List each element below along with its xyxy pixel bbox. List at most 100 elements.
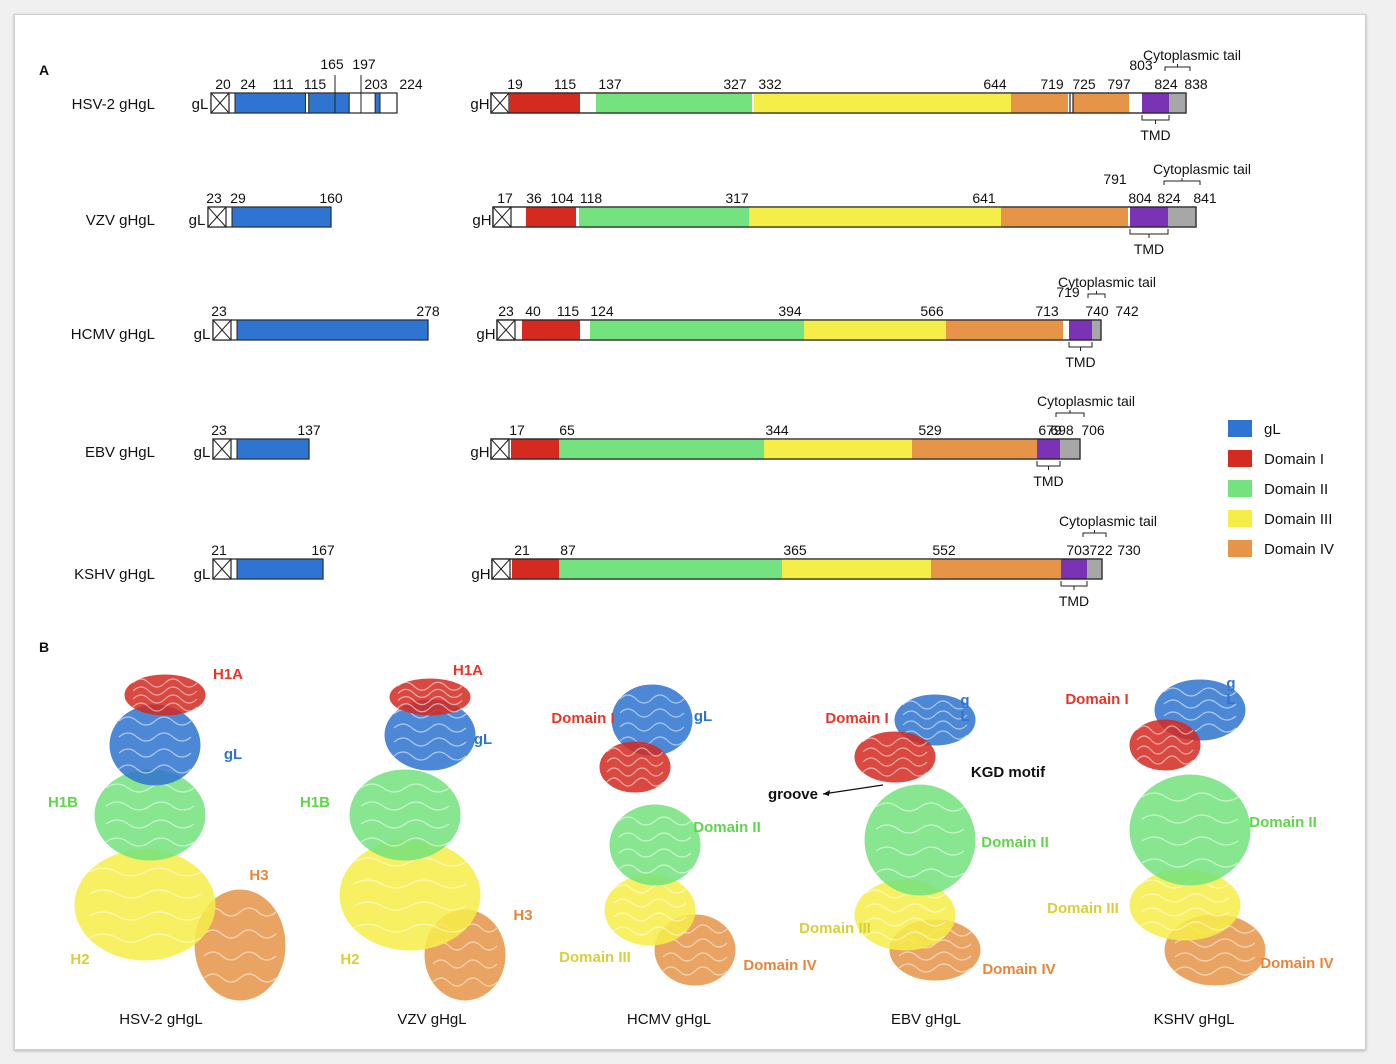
- domain-ii-structure: [864, 784, 976, 896]
- domain-iii-structure-ribbon: [88, 911, 202, 921]
- domain-iv-structure-ribbon: [662, 952, 728, 962]
- figure: A HSV-2 gHgL gL 20 24 111 115 165 197 203 224 gH 19 1…: [14, 14, 1366, 1050]
- gl-structure-label-g: g: [960, 692, 969, 709]
- structure-caption: HSV-2 gHgL: [119, 1011, 202, 1028]
- gl-label: gL: [192, 96, 209, 113]
- domain-iv-structure-ribbon: [203, 973, 277, 983]
- gl-residue-label: 167: [311, 542, 335, 558]
- domain-iii-structure-ribbon: [353, 923, 467, 933]
- legend-swatch: [1228, 420, 1252, 437]
- gh-residue-label: 87: [560, 542, 576, 558]
- signal-peptide-cross: [207, 206, 227, 228]
- gh-residue-label: 742: [1115, 303, 1139, 319]
- domain-i-structure-ribbon: [862, 737, 928, 747]
- domain-i-structure-body: [389, 678, 471, 716]
- domain-i-structure-ribbon: [862, 757, 928, 767]
- signal-peptide-cross: [212, 319, 232, 341]
- domain-i-label: Domain I: [551, 710, 614, 727]
- gl-structure-ribbon: [393, 751, 467, 761]
- domain-ii-structure-ribbon: [105, 783, 195, 793]
- domain-ii-structure-body: [1129, 774, 1251, 886]
- domain-i-structure-ribbon: [1136, 735, 1194, 745]
- cytoplasmic-tail-bracket: [1164, 64, 1191, 71]
- gh-domainIII-segment: [764, 439, 912, 459]
- structure-caption: KSHV gHgL: [1154, 1011, 1235, 1028]
- gl-structure-ribbon: [902, 720, 968, 730]
- gh-domainIII-segment: [782, 559, 931, 579]
- gh-residue-label: 40: [525, 303, 541, 319]
- domain-i-structure: [1129, 719, 1201, 771]
- domain-iii-structure-ribbon: [613, 884, 687, 894]
- gh-residue-label: 17: [509, 422, 525, 438]
- gh-residue-label: 36: [526, 190, 542, 206]
- row-name: HCMV gHgL: [71, 326, 155, 343]
- domain-iv-structure-ribbon: [203, 907, 277, 917]
- gl-structure-label: gL: [224, 746, 242, 763]
- gh-domainIV-segment: [1011, 93, 1068, 113]
- gh-residue-label: 344: [765, 422, 789, 438]
- domain-ii-structure-ribbon: [105, 801, 195, 811]
- cytoplasmic-tail-label: Cytoplasmic tail: [1153, 161, 1251, 177]
- gl-residue-label: 29: [230, 190, 246, 206]
- gh-tmd-segment: [1037, 439, 1060, 459]
- gl-structure-ribbon: [619, 736, 685, 746]
- gh-bar-outline: [491, 558, 1103, 580]
- gh-domainIII-segment: [749, 207, 1001, 227]
- gh-residue-label: 824: [1157, 190, 1181, 206]
- domain-iii-structure-ribbon: [353, 879, 467, 889]
- domain-iv-structure: [194, 889, 286, 1001]
- gl-residue-label: 137: [297, 422, 321, 438]
- legend-swatch: [1228, 450, 1252, 467]
- gh-residue-label: 19: [507, 76, 523, 92]
- gl-structure-ribbon: [619, 708, 685, 718]
- gh-domainII-segment: [559, 559, 782, 579]
- gh-residue-label: 841: [1193, 190, 1217, 206]
- domain-ii-label: Domain II: [693, 819, 761, 836]
- gh-residue-label: 124: [590, 303, 614, 319]
- gh-residue-label: 137: [598, 76, 622, 92]
- gh-domainII-segment: [579, 207, 749, 227]
- tmd-bracket: [1068, 342, 1093, 351]
- domain-iv-label: H3: [513, 907, 532, 924]
- domain-iv-structure-ribbon: [203, 929, 277, 939]
- gl-structure-label-g: g: [1226, 675, 1235, 692]
- domain-iii-structure-ribbon: [353, 901, 467, 911]
- gh-tail-segment: [1092, 320, 1101, 340]
- gl-residue-label: 21: [211, 542, 227, 558]
- gh-bar-outline: [492, 206, 1197, 228]
- gl-label: gL: [194, 326, 211, 343]
- domain-ii-structure-ribbon: [360, 837, 450, 847]
- gl-structure-ribbon: [118, 764, 192, 774]
- gh-residue-label: 722: [1089, 542, 1113, 558]
- gl-structure-ribbon: [1163, 711, 1237, 721]
- domain-i-structure-ribbon: [1136, 745, 1194, 755]
- domain-i-label: Domain I: [1065, 691, 1128, 708]
- gl-residue-label: 203: [364, 76, 388, 92]
- cytoplasmic-tail-bracket: [1163, 178, 1201, 185]
- domain-i-structure-ribbon: [132, 678, 198, 688]
- gh-residue-label: 317: [725, 190, 749, 206]
- domain-iii-structure-ribbon: [613, 926, 687, 936]
- domain-ii-label: Domain II: [981, 834, 1049, 851]
- tmd-label: TMD: [1033, 473, 1063, 489]
- gl-structure: [109, 704, 201, 786]
- gh-domainI-segment: [526, 207, 576, 227]
- gl-residue-label: 20: [215, 76, 231, 92]
- gl-residue-label: 278: [416, 303, 440, 319]
- domain-i-structure: [599, 741, 671, 793]
- domain-iii-structure-ribbon: [864, 931, 946, 941]
- domain-ii-structure-ribbon: [875, 868, 965, 878]
- domain-ii-label: H1B: [300, 794, 330, 811]
- domain-i-structure-ribbon: [397, 681, 463, 691]
- domain-ii-structure-ribbon: [618, 832, 692, 842]
- gl-label: gL: [189, 212, 206, 229]
- domain-ii-structure-ribbon: [360, 783, 450, 793]
- cytoplasmic-tail-label: Cytoplasmic tail: [1059, 513, 1157, 529]
- gl-structure-ribbon: [902, 730, 968, 740]
- gh-tmd-segment: [1069, 320, 1092, 340]
- domain-i-label: Domain I: [825, 710, 888, 727]
- gh-domainIV-segment: [1001, 207, 1128, 227]
- domain-ii-structure-ribbon: [105, 819, 195, 829]
- domain-i-structure-ribbon: [132, 686, 198, 696]
- domain-ii-structure-ribbon: [1141, 858, 1239, 868]
